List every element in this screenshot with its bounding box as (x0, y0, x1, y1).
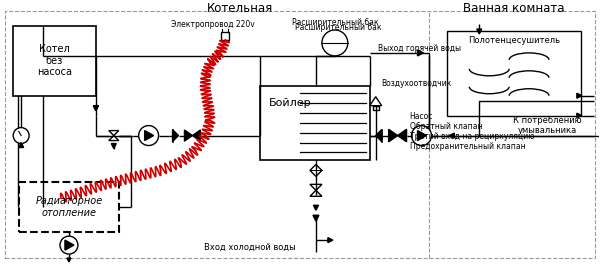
Text: Предохранительный клапан: Предохранительный клапан (410, 142, 525, 151)
Polygon shape (94, 106, 98, 111)
Text: Третий вход на рециркуляцию: Третий вход на рециркуляцию (410, 132, 534, 141)
Text: Котельная: Котельная (207, 2, 274, 15)
Polygon shape (94, 106, 98, 111)
Text: Расширительный бак: Расширительный бак (292, 18, 378, 27)
Bar (373, 106, 379, 110)
Polygon shape (111, 144, 116, 149)
Polygon shape (19, 143, 23, 147)
Text: Полотенцесушитель: Полотенцесушитель (468, 36, 560, 45)
Polygon shape (418, 50, 424, 56)
Polygon shape (418, 131, 427, 140)
Text: Насос: Насос (410, 112, 433, 121)
Circle shape (139, 126, 158, 146)
Polygon shape (577, 113, 582, 118)
Polygon shape (145, 131, 154, 140)
Text: Обратный клапан: Обратный клапан (410, 122, 482, 131)
Polygon shape (184, 130, 193, 141)
Bar (221, 32, 229, 40)
Polygon shape (389, 129, 398, 142)
Bar (13, 26, 96, 96)
Polygon shape (65, 240, 74, 250)
Text: Котел
без
насоса: Котел без насоса (37, 44, 72, 77)
Text: Электропровод 220v: Электропровод 220v (170, 19, 254, 29)
Polygon shape (577, 93, 582, 98)
Polygon shape (313, 215, 319, 221)
Polygon shape (313, 205, 319, 210)
Text: Бойлер: Бойлер (269, 98, 311, 108)
Polygon shape (398, 129, 407, 142)
Polygon shape (67, 258, 71, 262)
Bar (19, 182, 119, 232)
Polygon shape (376, 130, 382, 141)
Polygon shape (193, 130, 200, 141)
Text: Выход горячей воды: Выход горячей воды (377, 44, 461, 53)
Text: Воздухоотводчик: Воздухоотводчик (382, 79, 452, 88)
Bar (260, 86, 370, 160)
Text: Ванная комната: Ванная комната (463, 2, 565, 15)
Polygon shape (173, 130, 179, 141)
Circle shape (60, 236, 78, 254)
Bar (448, 31, 581, 116)
Circle shape (412, 126, 431, 146)
Text: К потреблению
умывальника: К потреблению умывальника (512, 116, 581, 135)
Polygon shape (477, 29, 482, 34)
Text: Радиаторное
отопление: Радиаторное отопление (35, 197, 103, 218)
Polygon shape (449, 133, 454, 138)
Circle shape (322, 30, 348, 56)
Text: Вход холодной воды: Вход холодной воды (205, 243, 296, 252)
Polygon shape (328, 238, 333, 243)
Circle shape (13, 128, 29, 144)
Text: Расширительный бак: Расширительный бак (295, 23, 382, 32)
